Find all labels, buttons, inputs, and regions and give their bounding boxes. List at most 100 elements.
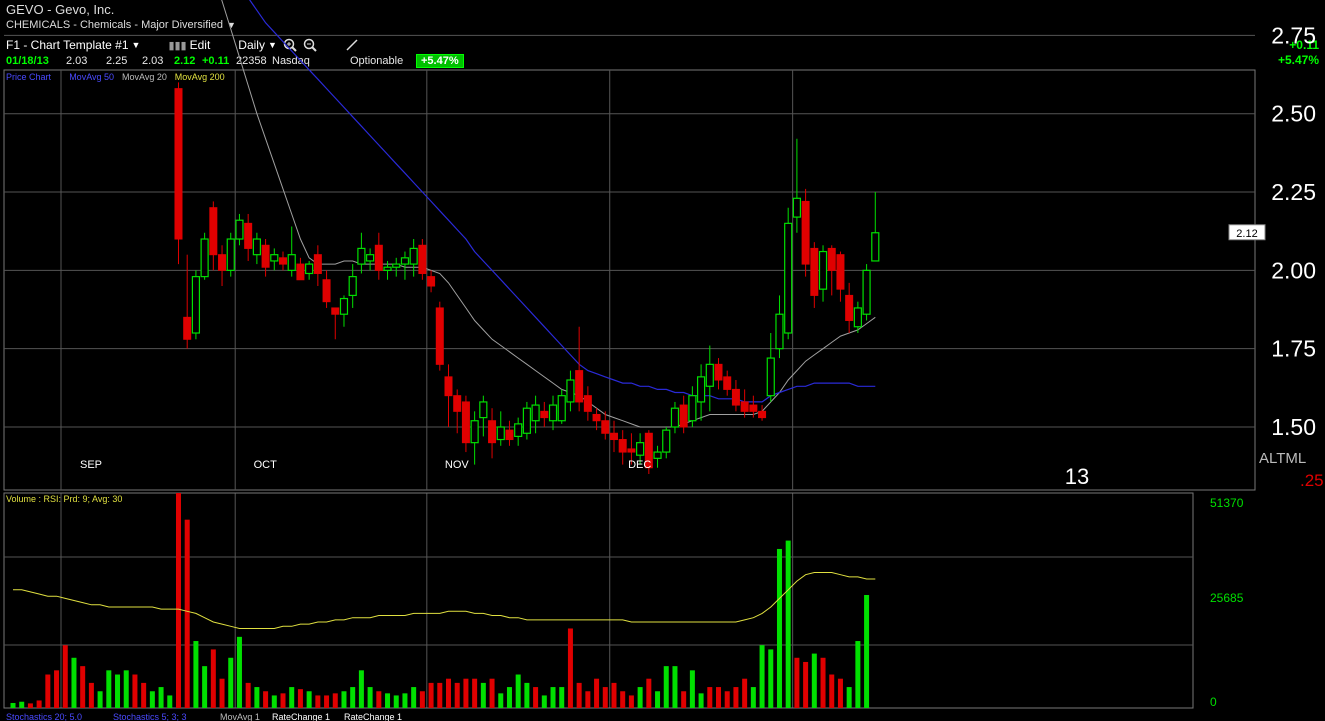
- price-tick-label: 2.75: [1271, 22, 1316, 48]
- ma50-line: [249, 0, 876, 403]
- quote-close: 2.12: [174, 55, 196, 67]
- volume-bar: [855, 641, 861, 708]
- candle: [400, 251, 410, 280]
- candle-body: [662, 429, 671, 453]
- candle: [461, 395, 470, 453]
- volume-bar: [350, 687, 356, 708]
- draw-button[interactable]: [345, 38, 359, 52]
- price-legend-item: MovAvg 200: [175, 72, 225, 82]
- volume-bar: [681, 691, 687, 708]
- candle-body: [862, 269, 871, 315]
- candle: [679, 395, 688, 434]
- candle: [374, 232, 383, 280]
- candle-body: [827, 247, 836, 271]
- candle: [305, 260, 314, 280]
- volume-bar: [132, 674, 138, 708]
- industry-label: CHEMICALS - Chemicals - Major Diversifie…: [6, 19, 223, 31]
- candle-body: [244, 222, 253, 249]
- candle: [688, 386, 697, 427]
- volume-bar: [315, 695, 321, 708]
- candle-body: [679, 404, 688, 428]
- chart-overlay: 2.12 Price Chart MovAvg 50 MovAvg 20 MovAvg …: [6, 72, 1324, 721]
- volume-axis: 51370 25685 0: [1210, 496, 1244, 709]
- quote-bar: 01/18/13 2.03 2.25 2.03 2.12 +0.11 22358…: [6, 53, 464, 69]
- candle-body: [758, 410, 767, 419]
- candle-body: [766, 357, 775, 397]
- candle: [557, 389, 566, 424]
- candle: [514, 417, 523, 446]
- candle: [270, 248, 279, 271]
- candle-body: [296, 263, 305, 281]
- volume-bar: [245, 682, 251, 708]
- volume-bar: [45, 674, 51, 708]
- volume-bar: [97, 691, 103, 708]
- volume-bar: [489, 678, 495, 708]
- candle: [696, 364, 706, 421]
- candle: [479, 395, 488, 437]
- quote-volume: 22358: [236, 55, 267, 67]
- candle: [244, 213, 253, 261]
- volume-panel-frame: [3, 492, 1194, 709]
- candle: [792, 138, 802, 233]
- zoom-out-button[interactable]: [303, 38, 317, 52]
- candle: [331, 307, 340, 340]
- volume-bar: [332, 693, 338, 708]
- candle: [200, 232, 209, 280]
- candle: [575, 326, 584, 412]
- quote-change: +0.11: [202, 55, 230, 67]
- candle: [862, 264, 871, 321]
- edit-button[interactable]: ▮▮▮ Edit: [168, 38, 210, 52]
- candle-body: [218, 254, 227, 271]
- candlesticks: [174, 82, 880, 474]
- quote-high: 2.25: [106, 55, 128, 67]
- month-axis: SEP OCT NOV DEC 13: [80, 459, 1089, 489]
- volume-bar: [759, 645, 765, 708]
- candle: [261, 239, 270, 277]
- candle-body: [583, 395, 592, 412]
- zoom-out-icon: [303, 38, 317, 52]
- candle-body: [305, 263, 314, 275]
- volume-bar: [663, 666, 669, 708]
- symbol-title[interactable]: GEVO - Gevo, Inc.: [6, 2, 115, 17]
- volume-bar: [428, 682, 434, 708]
- volume-bar: [585, 691, 591, 708]
- candle: [496, 411, 505, 446]
- candle: [392, 257, 401, 277]
- volume-bar: [27, 703, 33, 708]
- bottom-indicator-label: Stochastics 5; 3; 3: [113, 712, 187, 721]
- candle: [601, 411, 610, 440]
- volume-bar: [88, 682, 94, 708]
- period-selector[interactable]: Daily ▼: [238, 38, 277, 52]
- volume-bar: [733, 687, 739, 708]
- price-tick-label: 2.00: [1271, 257, 1316, 283]
- candle: [218, 245, 227, 287]
- candle: [627, 433, 636, 465]
- template-selector[interactable]: F1 - Chart Template #1 ▼: [6, 38, 140, 52]
- volume-bar: [358, 670, 364, 708]
- candle: [296, 257, 305, 281]
- candle-body: [627, 448, 636, 453]
- volume-bar: [289, 687, 295, 708]
- candle: [801, 188, 810, 277]
- candle-body: [191, 276, 201, 334]
- candle: [566, 370, 575, 412]
- side-subtext: .25: [1300, 471, 1324, 490]
- volume-bar: [254, 687, 260, 708]
- industry-selector[interactable]: CHEMICALS - Chemicals - Major Diversifie…: [6, 19, 236, 31]
- candle-body: [313, 254, 322, 274]
- volume-bar: [219, 678, 225, 708]
- volume-bar: [515, 674, 521, 708]
- candle-body: [287, 254, 296, 271]
- volume-bar: [541, 695, 547, 708]
- candle-body: [522, 407, 531, 434]
- candle-body: [418, 244, 427, 274]
- volume-bar: [776, 548, 782, 708]
- volume-bar: [271, 695, 277, 708]
- candle: [444, 364, 453, 427]
- moving-averages: [221, 0, 876, 428]
- month-label: NOV: [445, 459, 470, 471]
- candle-body: [461, 401, 470, 444]
- candle-body: [705, 363, 714, 387]
- volume-bar: [184, 519, 190, 708]
